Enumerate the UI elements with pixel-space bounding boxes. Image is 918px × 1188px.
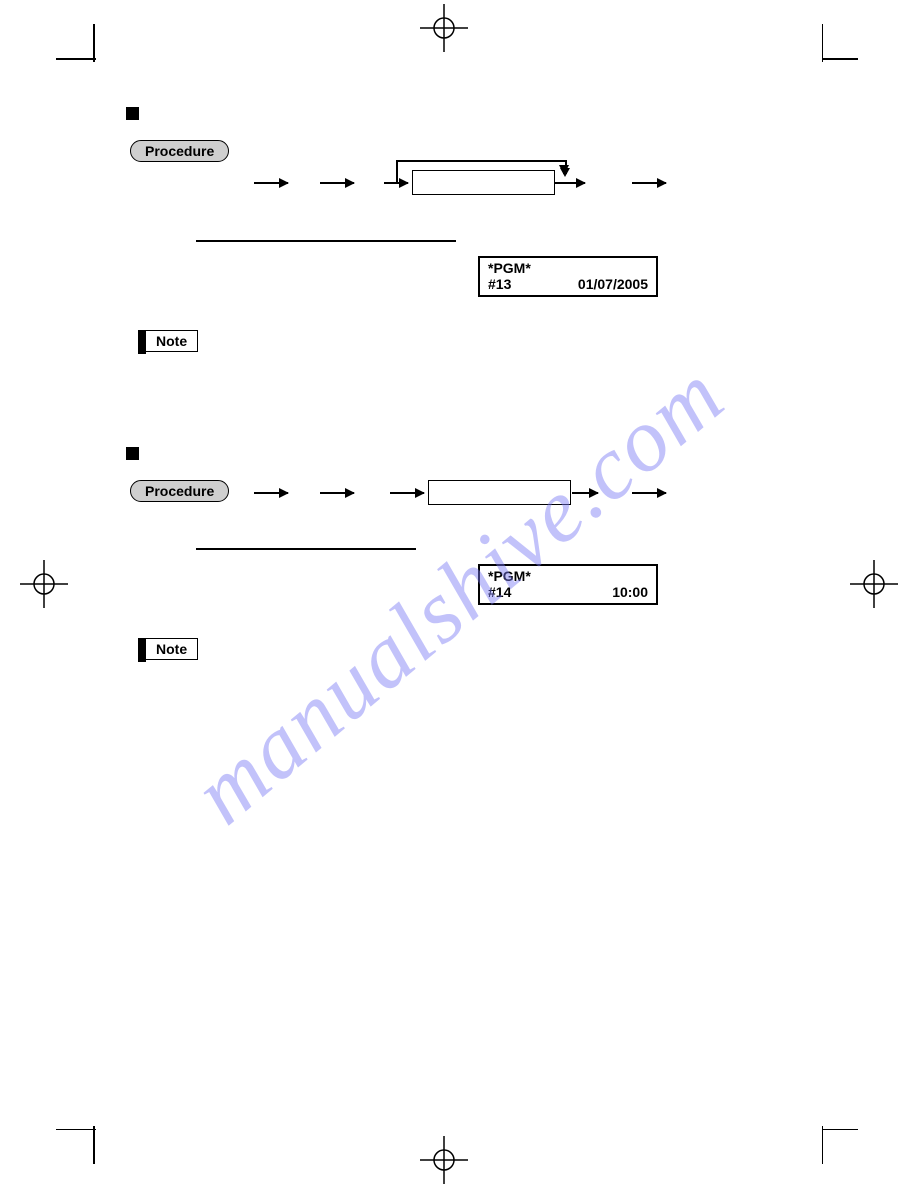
display-line-2-right: 10:00 bbox=[612, 584, 648, 600]
flow-arrowhead-icon bbox=[560, 168, 570, 177]
display-line-1: *PGM* bbox=[480, 566, 656, 584]
example-divider bbox=[196, 548, 416, 550]
flow-arrow-icon bbox=[632, 492, 666, 494]
crop-mark bbox=[822, 24, 824, 62]
note-badge: Note bbox=[146, 330, 198, 352]
example-divider bbox=[196, 240, 456, 242]
note-badge-bar bbox=[138, 330, 146, 354]
flow-arrow-icon bbox=[632, 182, 666, 184]
note-badge: Note bbox=[146, 638, 198, 660]
watermark-text: manualshive.com bbox=[174, 343, 744, 844]
crop-mark bbox=[93, 24, 95, 62]
display-line-2-right: 01/07/2005 bbox=[578, 276, 648, 292]
crop-mark bbox=[56, 58, 96, 60]
flow-arrow-icon bbox=[555, 182, 585, 184]
registration-mark-icon bbox=[20, 560, 68, 608]
crop-mark bbox=[822, 1126, 824, 1164]
flow-arrow-icon bbox=[384, 182, 408, 184]
lcd-display: *PGM* #13 01/07/2005 bbox=[478, 256, 658, 297]
crop-mark bbox=[56, 1129, 96, 1131]
flow-input-box bbox=[412, 170, 555, 195]
procedure-badge: Procedure bbox=[130, 480, 229, 502]
flow-input-box bbox=[428, 480, 571, 505]
flow-arrow-icon bbox=[572, 492, 598, 494]
registration-mark-icon bbox=[420, 4, 468, 52]
flow-line bbox=[396, 160, 566, 162]
crop-mark bbox=[93, 1126, 95, 1164]
display-line-1: *PGM* bbox=[480, 258, 656, 276]
note-badge-bar bbox=[138, 638, 146, 662]
flow-arrow-icon bbox=[254, 492, 288, 494]
flow-arrow-icon bbox=[254, 182, 288, 184]
section-marker-icon bbox=[126, 107, 139, 120]
page-container: Procedure *PGM* #13 01/07/2005 Note Proc… bbox=[0, 0, 918, 1188]
display-line-2-left: #14 bbox=[488, 584, 511, 600]
crop-mark bbox=[822, 1129, 858, 1131]
flow-arrow-icon bbox=[390, 492, 424, 494]
flow-line bbox=[396, 160, 398, 183]
flow-arrow-icon bbox=[320, 492, 354, 494]
lcd-display: *PGM* #14 10:00 bbox=[478, 564, 658, 605]
crop-mark bbox=[822, 58, 858, 60]
section-marker-icon bbox=[126, 447, 139, 460]
flow-arrow-icon bbox=[320, 182, 354, 184]
registration-mark-icon bbox=[850, 560, 898, 608]
registration-mark-icon bbox=[420, 1136, 468, 1184]
procedure-badge: Procedure bbox=[130, 140, 229, 162]
display-line-2-left: #13 bbox=[488, 276, 511, 292]
